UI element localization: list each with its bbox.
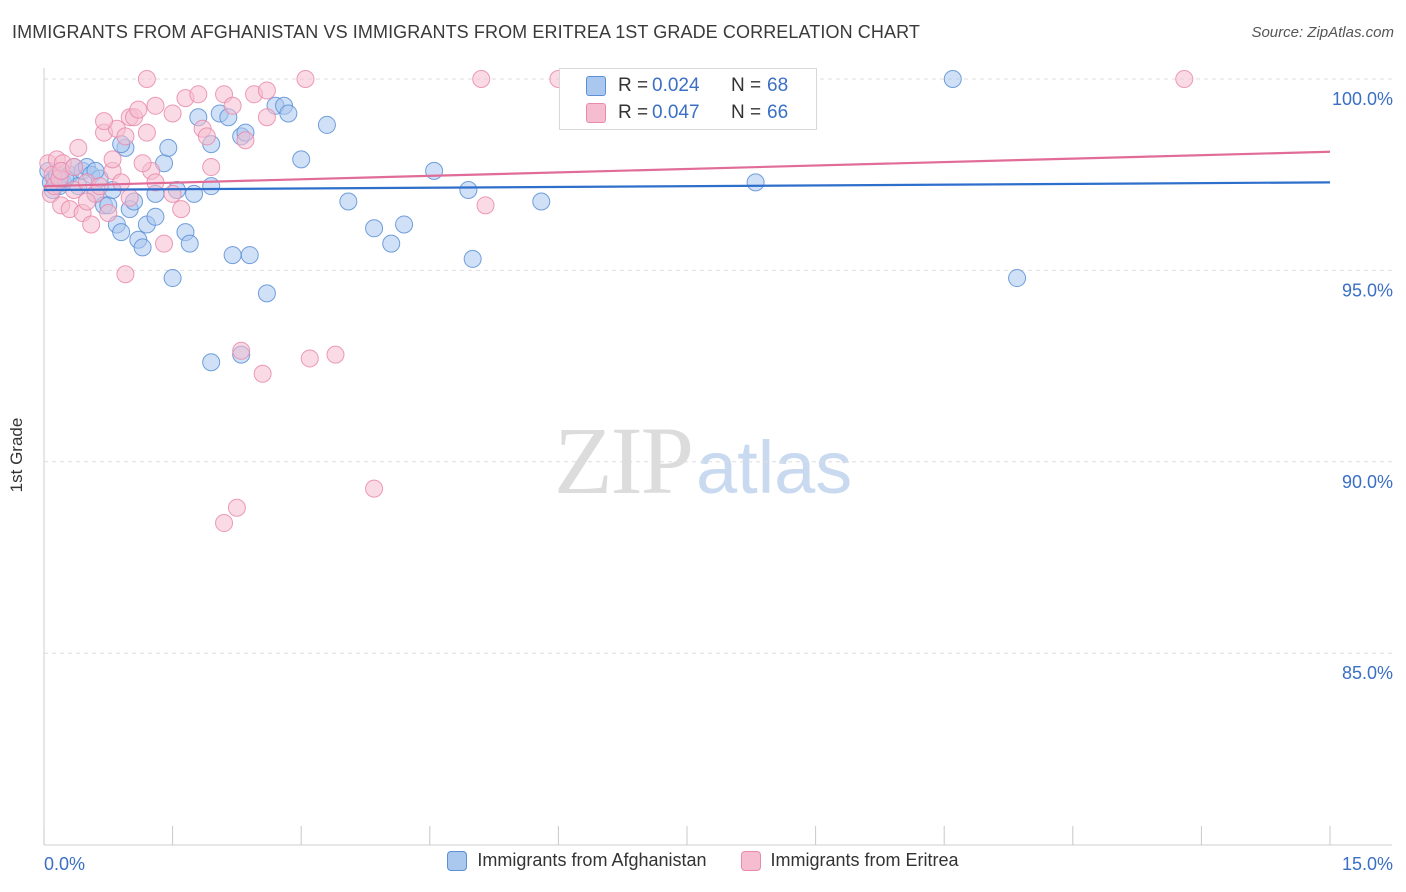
point-afghanistan xyxy=(395,215,414,234)
point-afghanistan xyxy=(133,238,152,257)
point-eritrea xyxy=(257,81,276,100)
x-tick-label: 15.0% xyxy=(1342,854,1393,874)
stats-r-label: R = xyxy=(618,75,649,96)
point-eritrea xyxy=(215,514,234,533)
source-credit: Source: ZipAtlas.com xyxy=(1251,24,1394,41)
point-eritrea xyxy=(90,177,109,196)
point-afghanistan xyxy=(382,234,401,253)
stats-n-label: N = xyxy=(731,75,762,96)
point-eritrea xyxy=(300,349,319,368)
point-eritrea xyxy=(163,184,182,203)
stats-n-value: 68 xyxy=(767,75,789,96)
point-afghanistan xyxy=(180,234,199,253)
point-afghanistan xyxy=(185,184,204,203)
stats-box: R = 0.024 N = 68 R = 0.047 N = 66 xyxy=(559,68,817,130)
point-eritrea xyxy=(137,70,156,88)
point-eritrea xyxy=(133,154,152,173)
point-eritrea xyxy=(120,188,139,207)
watermark-atlas: atlas xyxy=(696,426,853,509)
point-afghanistan xyxy=(163,269,182,288)
point-eritrea xyxy=(95,112,114,131)
legend: Immigrants from Afghanistan Immigrants f… xyxy=(0,850,1406,871)
point-eritrea xyxy=(116,127,135,146)
stats-swatch-eritrea xyxy=(586,103,606,123)
point-afghanistan xyxy=(339,192,358,211)
point-eritrea xyxy=(116,265,135,284)
point-afghanistan xyxy=(202,177,221,196)
legend-label-afghanistan: Immigrants from Afghanistan xyxy=(477,850,707,870)
watermark: ZIPatlas xyxy=(554,405,852,516)
point-eritrea xyxy=(163,104,182,123)
point-afghanistan xyxy=(459,181,478,200)
point-afghanistan xyxy=(202,353,221,372)
point-eritrea xyxy=(137,123,156,142)
x-tick-label: 0.0% xyxy=(44,854,85,874)
legend-swatch-afghanistan xyxy=(447,850,468,871)
point-afghanistan xyxy=(240,246,259,265)
point-afghanistan xyxy=(292,150,311,169)
point-eritrea xyxy=(476,196,495,215)
point-eritrea xyxy=(146,96,165,115)
point-eritrea xyxy=(296,70,315,88)
point-eritrea xyxy=(365,479,384,498)
point-eritrea xyxy=(99,203,118,222)
point-afghanistan xyxy=(223,246,242,265)
point-afghanistan xyxy=(463,249,482,268)
point-afghanistan xyxy=(1008,269,1027,288)
point-eritrea xyxy=(103,150,122,169)
point-afghanistan xyxy=(279,104,298,123)
point-afghanistan xyxy=(112,223,131,242)
point-eritrea xyxy=(197,127,216,146)
point-eritrea xyxy=(223,96,242,115)
trendline-afghanistan xyxy=(43,181,1331,192)
point-eritrea xyxy=(253,364,272,383)
y-tick-label: 100.0% xyxy=(1332,89,1393,109)
point-eritrea xyxy=(189,85,208,104)
point-eritrea xyxy=(232,341,251,360)
point-eritrea xyxy=(82,215,101,234)
legend-swatch-eritrea xyxy=(740,850,761,871)
stats-n-value: 66 xyxy=(767,102,789,123)
point-afghanistan xyxy=(746,173,765,192)
point-eritrea xyxy=(172,200,191,219)
y-tick-label: 85.0% xyxy=(1342,663,1393,683)
legend-label-eritrea: Immigrants from Eritrea xyxy=(770,850,959,870)
y-tick-label: 90.0% xyxy=(1342,472,1393,492)
point-eritrea xyxy=(65,158,84,177)
point-eritrea xyxy=(69,138,88,157)
point-eritrea xyxy=(155,234,174,253)
point-afghanistan xyxy=(159,138,178,157)
point-eritrea xyxy=(202,158,221,177)
point-eritrea xyxy=(257,108,276,127)
point-eritrea xyxy=(472,70,491,88)
y-tick-label: 95.0% xyxy=(1342,280,1393,300)
point-eritrea xyxy=(112,173,131,192)
point-eritrea xyxy=(77,192,96,211)
point-afghanistan xyxy=(532,192,551,211)
legend-item-eritrea[interactable]: Immigrants from Eritrea xyxy=(740,850,959,871)
point-afghanistan xyxy=(365,219,384,238)
legend-item-afghanistan[interactable]: Immigrants from Afghanistan xyxy=(447,850,707,871)
point-afghanistan xyxy=(317,115,336,134)
point-afghanistan xyxy=(146,207,165,226)
point-eritrea xyxy=(236,131,255,150)
point-eritrea xyxy=(129,100,148,119)
trendline-eritrea xyxy=(43,150,1331,188)
point-eritrea xyxy=(1175,70,1194,88)
point-eritrea xyxy=(326,345,345,364)
point-eritrea xyxy=(227,498,246,517)
watermark-zip: ZIP xyxy=(554,407,694,514)
stats-r-value: 0.024 xyxy=(652,75,700,96)
chart-title: IMMIGRANTS FROM AFGHANISTAN VS IMMIGRANT… xyxy=(12,22,920,42)
stats-r-value: 0.047 xyxy=(652,102,700,123)
stats-r-label: R = xyxy=(618,102,649,123)
stats-n-label: N = xyxy=(731,102,762,123)
y-axis-label: 1st Grade xyxy=(7,417,26,493)
stats-swatch-afghanistan xyxy=(586,76,606,96)
point-afghanistan xyxy=(257,284,276,303)
point-afghanistan xyxy=(943,70,962,88)
